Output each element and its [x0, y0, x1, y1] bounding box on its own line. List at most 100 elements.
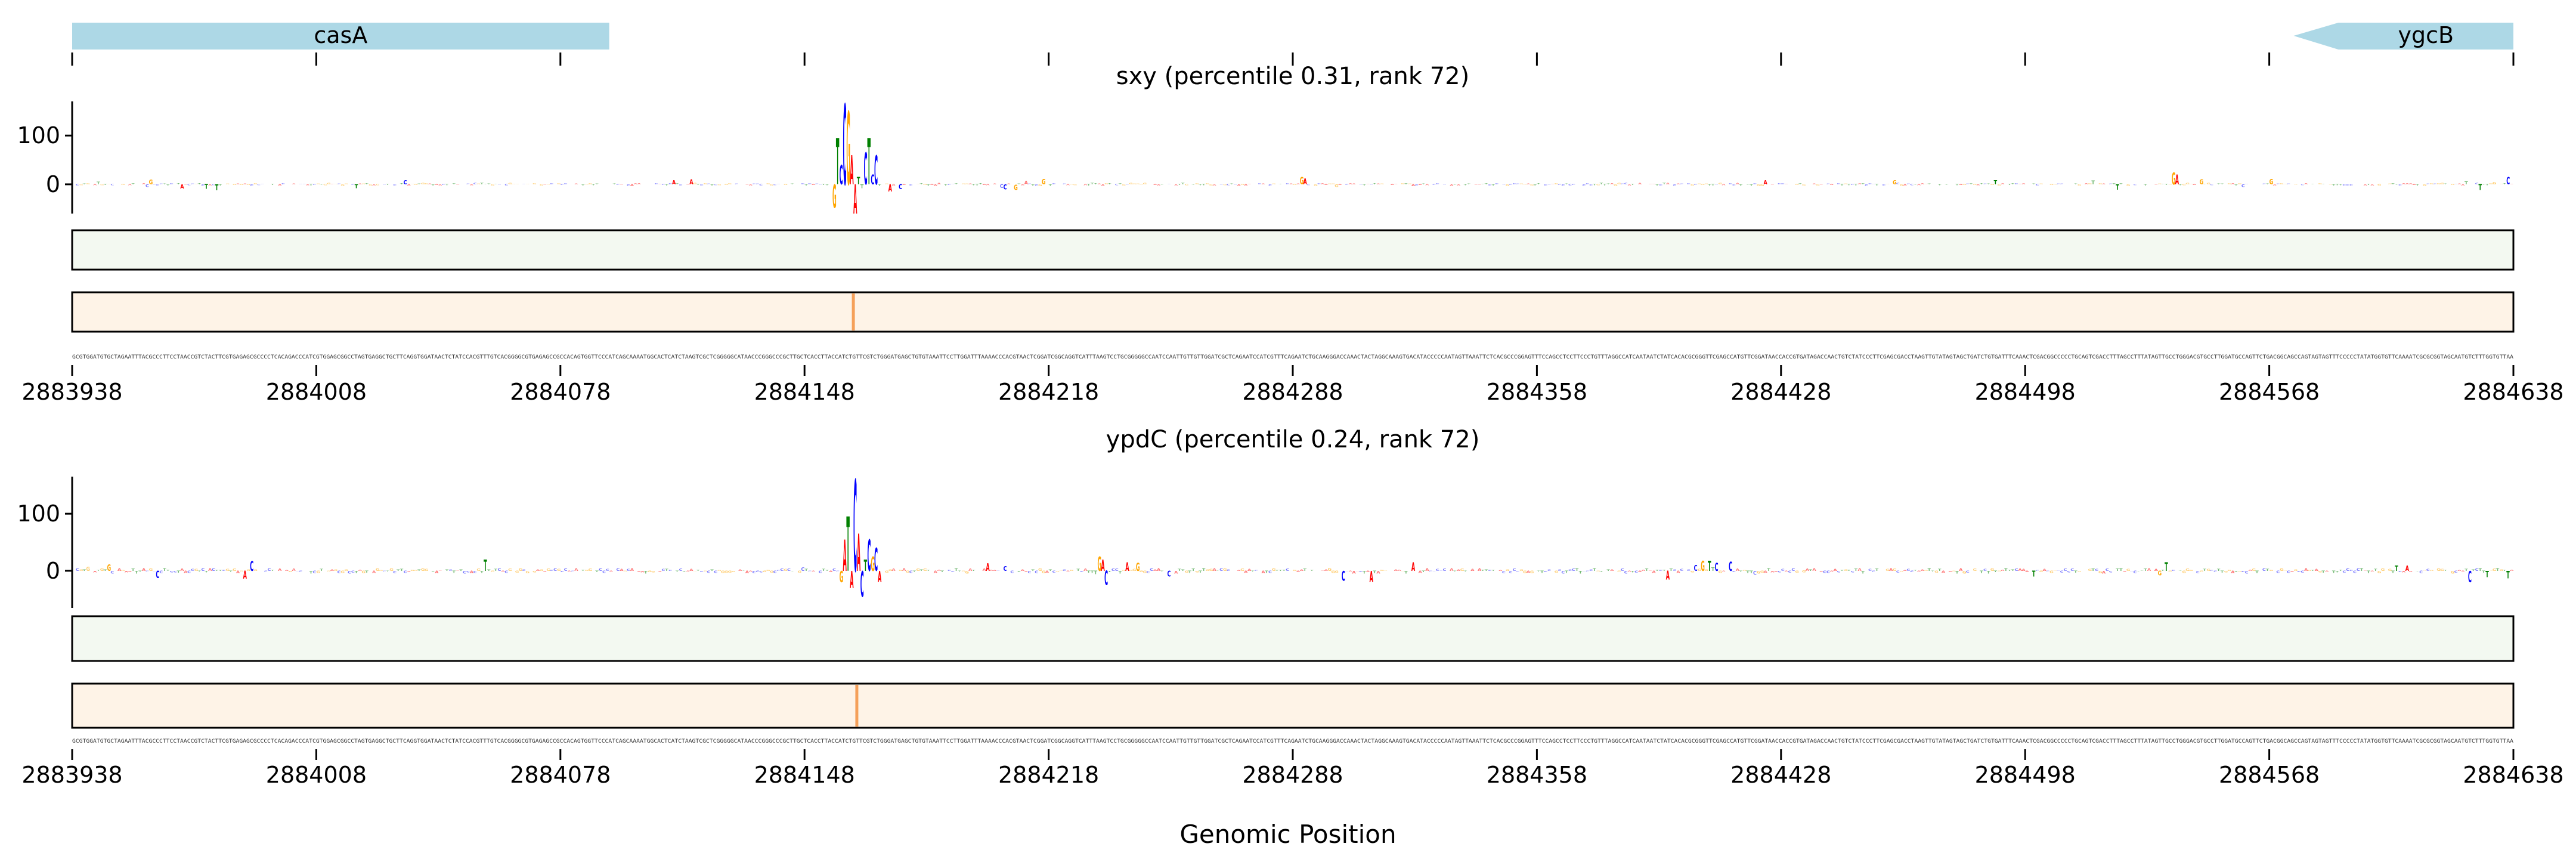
logo-letter-T: T — [2485, 569, 2489, 579]
logo-letter-G: G — [648, 571, 652, 573]
logo-letter-A: A — [142, 183, 146, 185]
logo-letter-A: A — [306, 184, 310, 186]
logo-letter-T: T — [2485, 184, 2490, 186]
logo-letter-G: G — [1614, 184, 1618, 187]
logo-letter-G: G — [121, 184, 125, 186]
logo-letter-A: A — [891, 184, 896, 186]
logo-letter-C: C — [1983, 568, 1987, 571]
logo-letter-C: C — [212, 184, 215, 186]
logo-letter-A: A — [989, 570, 993, 571]
logo-letter-T: T — [1534, 184, 1538, 186]
logo-letter-A: A — [2364, 570, 2368, 571]
logo-letter-A: A — [1470, 568, 1475, 572]
logo-letter-G: G — [491, 184, 495, 186]
logo-letter-A: A — [1024, 180, 1029, 186]
logo-letter-T: T — [2336, 571, 2339, 573]
logo-letter-A: A — [1627, 571, 1631, 573]
logo-letter-C: C — [1983, 184, 1987, 185]
logo-letter-A: A — [1764, 570, 1768, 573]
logo-letter-C: C — [222, 570, 226, 571]
logo-letter-C: C — [2301, 570, 2304, 573]
logo-letter-C: C — [2349, 184, 2354, 186]
logo-letter-A: A — [982, 568, 986, 571]
logo-letter-A: A — [993, 570, 997, 571]
x-tick-label: 2883938 — [21, 762, 122, 788]
logo-letter-A: A — [1174, 184, 1178, 186]
logo-letter-G: G — [334, 569, 338, 571]
logo-letter-C: C — [1370, 184, 1373, 185]
logo-letter-T: T — [2332, 570, 2336, 574]
logo-letter-T: T — [1178, 184, 1181, 185]
logo-letter-C: C — [756, 571, 760, 573]
logo-letter-G: G — [1952, 571, 1956, 572]
logo-letter-C: C — [1509, 570, 1513, 574]
logo-letter-C: C — [2067, 571, 2070, 573]
logo-letter-C: C — [1125, 184, 1129, 185]
logo-letter-T: T — [131, 568, 135, 571]
logo-letter-G: G — [1314, 184, 1318, 187]
logo-letter-C: C — [2036, 184, 2040, 186]
logo-letter-C: C — [145, 571, 149, 572]
logo-letter-T: T — [2091, 180, 2095, 186]
logo-letter-G: G — [1460, 568, 1465, 571]
logo-letter-A: A — [1352, 184, 1356, 185]
logo-letter-C: C — [801, 183, 805, 185]
logo-letter-G: G — [1129, 183, 1133, 185]
logo-letter-G: G — [1122, 184, 1126, 186]
logo-letter-A: A — [658, 571, 662, 572]
logo-letter-C: C — [187, 570, 191, 574]
logo-letter-T: T — [205, 184, 208, 191]
logo-letter-G: G — [871, 553, 875, 576]
logo-letter-T: T — [2032, 184, 2036, 185]
logo-letter-A: A — [1959, 184, 1963, 185]
logo-letter-G: G — [2189, 570, 2193, 571]
logo-letter-G: G — [540, 569, 544, 571]
logo-letter-T: T — [1540, 570, 1544, 574]
logo-letter-G: G — [1973, 184, 1977, 185]
logo-letter-A: A — [438, 184, 442, 186]
logo-letter-G: G — [2423, 184, 2427, 187]
logo-letter-C: C — [1150, 567, 1153, 572]
logo-letter-C: C — [1732, 571, 1736, 573]
logo-letter-A: A — [1949, 571, 1953, 573]
logo-letter-A: A — [689, 568, 693, 572]
logo-letter-T: T — [1188, 570, 1192, 574]
logo-letter-A: A — [1736, 183, 1740, 184]
logo-letter-T: T — [480, 183, 484, 185]
logo-letter-A: A — [1419, 184, 1423, 185]
logo-letter-G: G — [1070, 184, 1074, 185]
logo-letter-G: G — [246, 569, 250, 571]
logo-letter-C: C — [159, 184, 163, 185]
logo-letter-T: T — [1645, 568, 1649, 571]
logo-letter-T: T — [1655, 570, 1659, 571]
logo-letter-C: C — [561, 184, 564, 186]
logo-letter-C: C — [1255, 570, 1258, 571]
logo-letter-C: C — [1028, 570, 1032, 574]
logo-letter-T: T — [1980, 570, 1983, 574]
logo-letter-A: A — [2272, 184, 2277, 186]
logo-letter-C: C — [1778, 183, 1781, 185]
logo-letter-G: G — [1206, 569, 1210, 571]
logo-letter-C: C — [2210, 184, 2213, 186]
logo-letter-G: G — [194, 568, 199, 572]
logo-letter-A: A — [2461, 571, 2465, 572]
logo-letter-G: G — [376, 184, 380, 186]
logo-letter-C: C — [1778, 571, 1781, 573]
logo-letter-T: T — [1199, 184, 1202, 186]
logo-letter-G: G — [2500, 569, 2504, 571]
logo-letter-C: C — [2262, 567, 2266, 572]
logo-letter-T: T — [2266, 184, 2270, 185]
logo-letter-T: T — [2321, 570, 2325, 574]
logo-letter-A: A — [1764, 180, 1767, 186]
logo-letter-A: A — [2042, 568, 2046, 571]
logo-letter-C: C — [337, 570, 340, 574]
logo-letter-C: C — [2015, 183, 2018, 185]
logo-letter-A: A — [125, 571, 128, 573]
logo-letter-A: A — [1857, 183, 1862, 185]
logo-letter-T: T — [1108, 183, 1112, 185]
logo-letter-G: G — [2308, 570, 2312, 571]
logo-letter-G: G — [1195, 571, 1199, 573]
logo-letter-C: C — [1586, 183, 1590, 185]
logo-letter-T: T — [1927, 184, 1931, 185]
logo-letter-C: C — [393, 184, 397, 186]
